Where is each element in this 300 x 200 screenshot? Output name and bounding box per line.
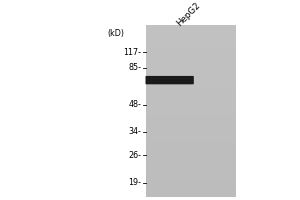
Bar <box>146 28 236 31</box>
Text: 85-: 85- <box>129 63 142 72</box>
Bar <box>146 59 236 62</box>
Bar <box>146 142 236 145</box>
Text: 48-: 48- <box>129 100 142 109</box>
Bar <box>146 70 236 74</box>
Bar <box>146 159 236 162</box>
Bar <box>146 193 236 197</box>
Bar <box>146 56 236 59</box>
Bar <box>146 188 236 191</box>
Bar <box>146 179 236 182</box>
Bar <box>146 99 236 102</box>
Bar <box>146 25 236 197</box>
Bar <box>146 136 236 139</box>
Bar <box>146 33 236 36</box>
FancyBboxPatch shape <box>147 77 193 83</box>
Text: 19-: 19- <box>129 178 142 187</box>
Bar <box>146 82 236 85</box>
Bar <box>146 168 236 171</box>
FancyBboxPatch shape <box>149 79 190 81</box>
Bar <box>146 182 236 185</box>
Bar <box>146 53 236 56</box>
Bar <box>146 148 236 151</box>
Bar <box>146 119 236 122</box>
Bar <box>146 113 236 116</box>
Bar <box>146 65 236 68</box>
Bar <box>146 153 236 156</box>
Text: HepG2: HepG2 <box>175 0 202 28</box>
Bar <box>146 25 236 28</box>
Bar <box>146 105 236 108</box>
Bar <box>146 190 236 194</box>
Bar <box>146 96 236 99</box>
Bar <box>146 85 236 88</box>
Bar <box>146 165 236 168</box>
Bar <box>146 185 236 188</box>
Bar <box>146 128 236 131</box>
Bar <box>146 116 236 119</box>
Bar <box>146 176 236 179</box>
Bar <box>146 133 236 136</box>
Bar <box>146 45 236 48</box>
Bar <box>146 122 236 125</box>
FancyBboxPatch shape <box>148 78 191 82</box>
FancyBboxPatch shape <box>147 78 192 83</box>
Bar <box>146 156 236 159</box>
Bar <box>146 79 236 82</box>
FancyBboxPatch shape <box>146 76 193 84</box>
Bar <box>146 108 236 111</box>
Bar <box>146 170 236 174</box>
Bar <box>146 139 236 142</box>
Bar <box>146 68 236 71</box>
Bar <box>146 30 236 34</box>
Bar <box>146 130 236 134</box>
Bar <box>146 42 236 45</box>
Bar <box>146 48 236 51</box>
Bar <box>146 110 236 114</box>
Bar <box>146 73 236 76</box>
Bar <box>146 39 236 42</box>
Bar <box>146 76 236 79</box>
Text: (kD): (kD) <box>107 29 124 38</box>
Text: 117-: 117- <box>124 48 142 57</box>
Bar <box>146 88 236 91</box>
Bar <box>146 62 236 65</box>
FancyBboxPatch shape <box>146 76 194 84</box>
Bar <box>146 125 236 128</box>
Text: 34-: 34- <box>129 127 142 136</box>
Bar <box>146 90 236 94</box>
FancyBboxPatch shape <box>148 79 191 82</box>
Bar <box>146 150 236 154</box>
Bar <box>146 50 236 54</box>
Bar <box>146 162 236 165</box>
FancyBboxPatch shape <box>150 80 190 81</box>
Bar <box>146 173 236 176</box>
Bar <box>146 93 236 96</box>
Bar <box>146 102 236 105</box>
Bar <box>146 36 236 39</box>
Bar <box>146 145 236 148</box>
Text: 26-: 26- <box>129 151 142 160</box>
